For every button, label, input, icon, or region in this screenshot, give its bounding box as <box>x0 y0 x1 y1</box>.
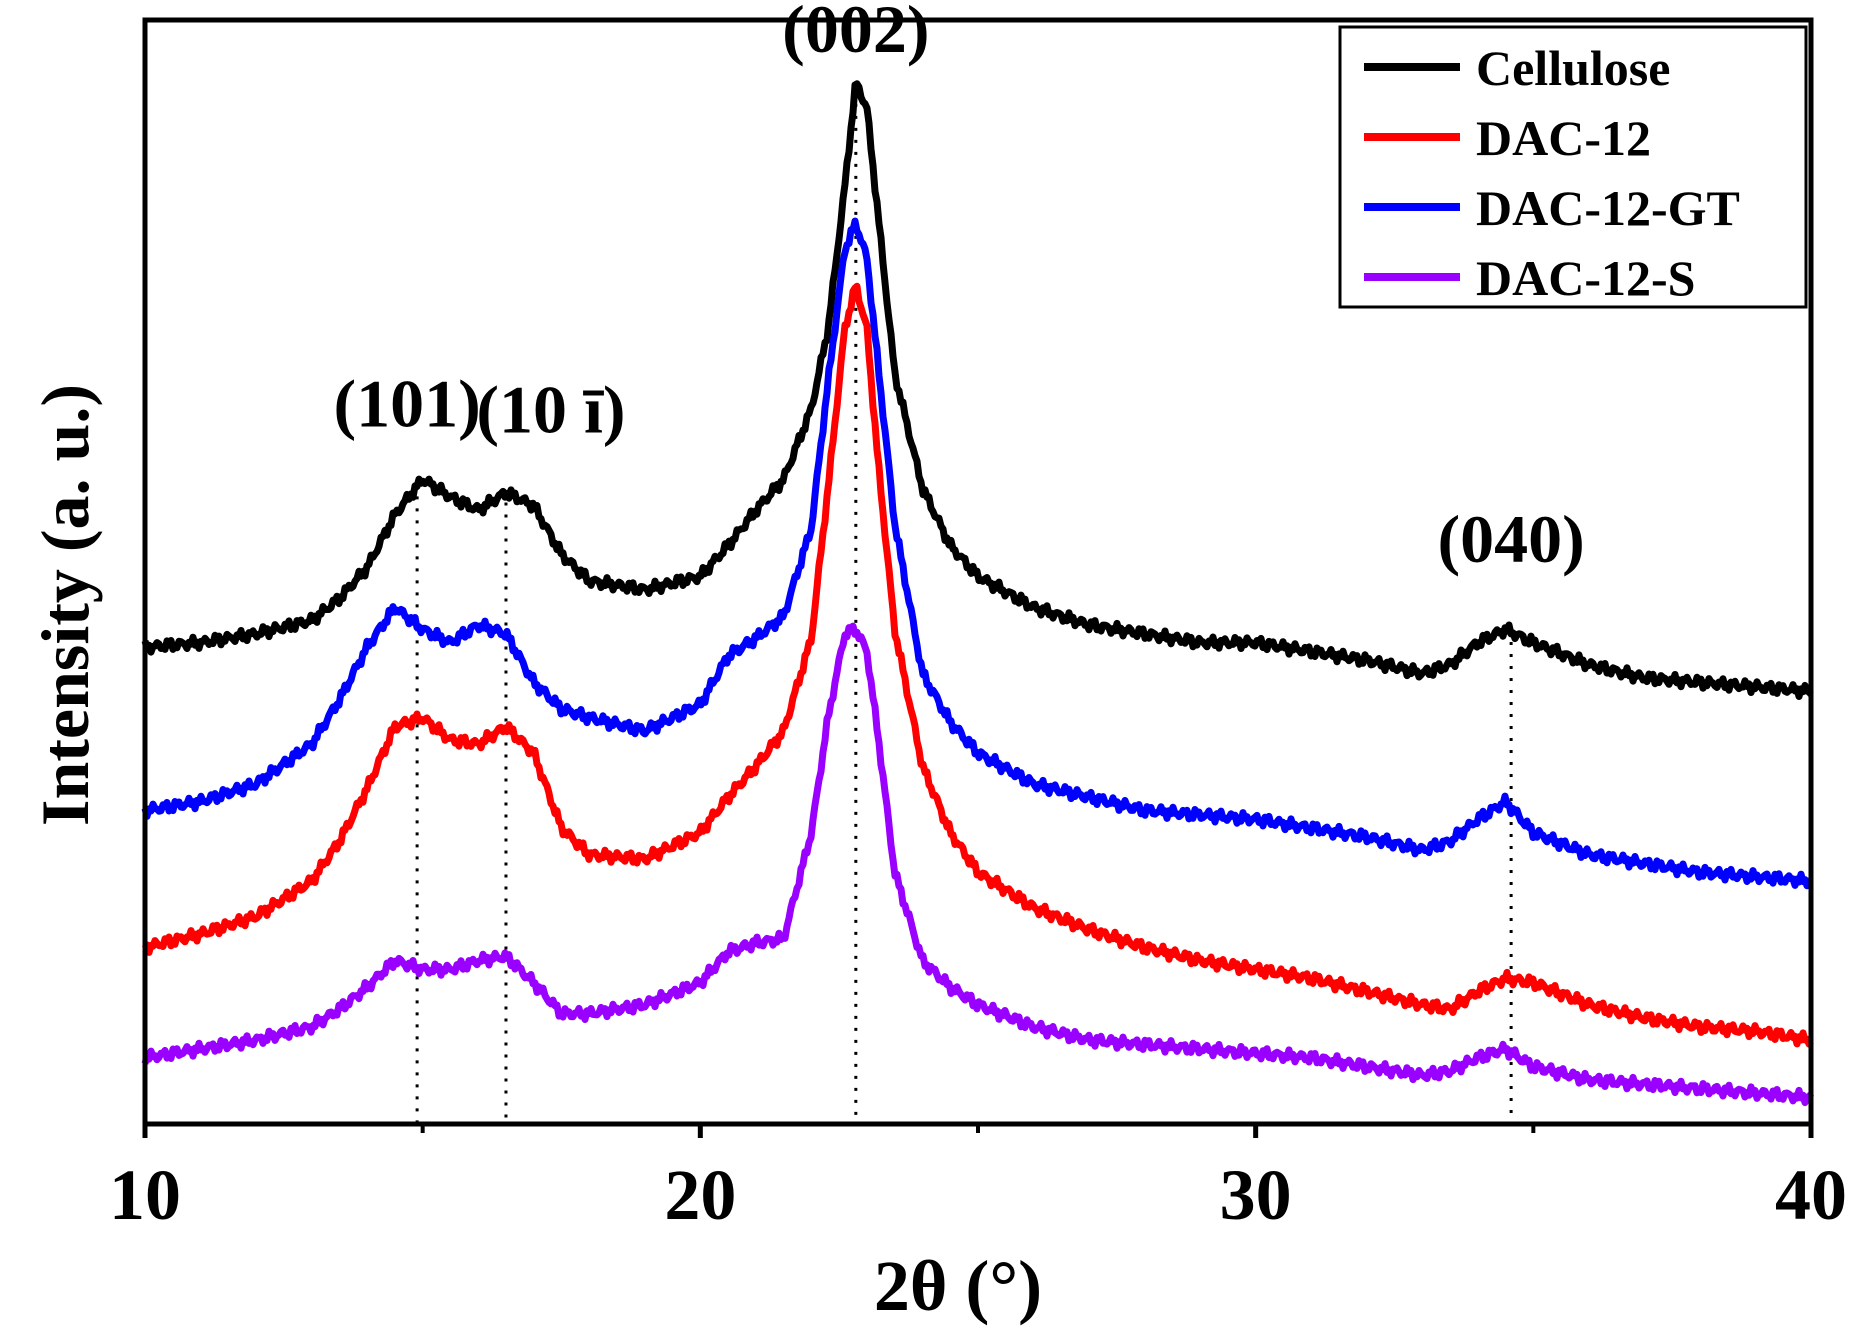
series-line-DAC-12-S <box>141 622 1815 1107</box>
peak-annotations: (101)(10 ī) (002) (040) <box>333 0 1584 577</box>
series-line-Cellulose <box>141 80 1814 700</box>
legend-label: DAC-12-S <box>1476 250 1695 306</box>
x-tick-label: 20 <box>664 1155 736 1235</box>
y-axis-title: Intensity (a. u.) <box>27 384 103 826</box>
series-line-DAC-12-GT <box>141 217 1813 890</box>
legend-label: Cellulose <box>1476 40 1670 96</box>
peak-label: (040) <box>1437 501 1584 577</box>
legend-box <box>1338 25 1808 309</box>
series-lines <box>141 80 1815 1107</box>
peak-label: (10 ī) <box>476 372 625 448</box>
x-axis-title: 2θ (°) <box>874 1246 1042 1326</box>
peak-label: (101) <box>333 365 480 441</box>
peak-guide-lines <box>415 91 1513 1124</box>
legend: Cellulose DAC-12 DAC-12-GT DAC-12-S <box>1338 25 1808 309</box>
peak-label: (002) <box>782 0 929 67</box>
series-line-DAC-12 <box>141 282 1814 1048</box>
legend-label: DAC-12 <box>1476 110 1651 166</box>
x-tick-label: 30 <box>1220 1155 1292 1235</box>
x-tick-label: 10 <box>109 1155 181 1235</box>
axis-ticks: 10 20 30 40 <box>109 1124 1847 1235</box>
x-tick-label: 40 <box>1775 1155 1847 1235</box>
legend-label: DAC-12-GT <box>1476 180 1740 236</box>
